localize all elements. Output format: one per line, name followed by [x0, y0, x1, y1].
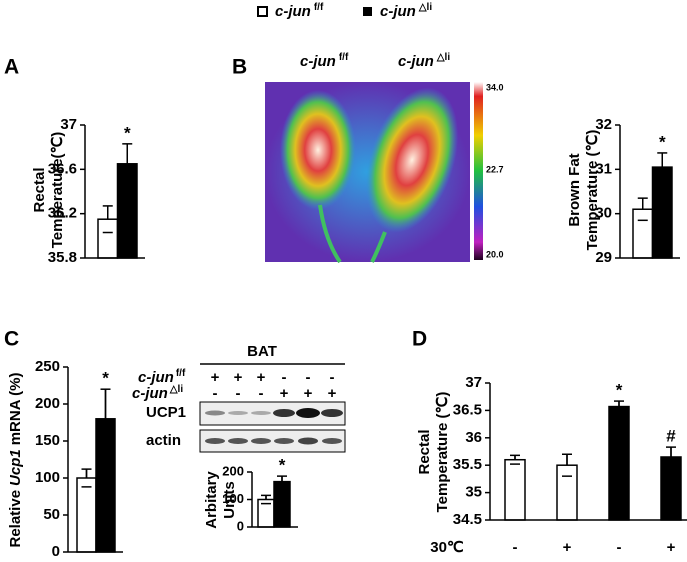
- blot-sign: +: [280, 385, 289, 402]
- y-tick-label: 35.8: [48, 249, 77, 266]
- thermal-image: [265, 82, 470, 264]
- y-tick-label: 29: [595, 249, 612, 266]
- legend-swatch: [257, 6, 268, 17]
- blot-sign: +: [211, 369, 220, 386]
- blot-row-label: c-jun △li: [132, 384, 183, 402]
- y-tick-label: 36.2: [48, 205, 77, 222]
- y-axis-label: Rectal: [416, 429, 433, 474]
- y-tick-label: 34.5: [453, 511, 482, 528]
- panel-label: B: [232, 56, 247, 79]
- legend-entry: c-jun △li: [380, 2, 432, 20]
- bar: [504, 458, 526, 521]
- blot-sign: -: [330, 369, 335, 386]
- blot-sign: -: [282, 369, 287, 386]
- y-tick-label: 36: [465, 429, 482, 446]
- y-tick-label: 150: [35, 432, 60, 449]
- color-scale-label: 22.7: [486, 164, 504, 174]
- bar: [97, 218, 119, 259]
- y-axis-label: RelativeUcp1mRNA (%): [7, 372, 24, 547]
- x-tick-label: -: [617, 539, 622, 556]
- bar: [651, 166, 673, 259]
- annotation: *: [279, 456, 286, 475]
- y-tick-label: 200: [222, 463, 244, 478]
- y-axis-label: Temperature (℃): [584, 130, 601, 251]
- x-tick-label: +: [667, 539, 676, 556]
- blot-sign: -: [306, 369, 311, 386]
- bar: [660, 456, 682, 521]
- y-tick-label: 0: [52, 543, 60, 560]
- bar: [116, 163, 138, 259]
- y-axis-label: Units: [221, 481, 238, 519]
- annotation: *: [124, 123, 131, 142]
- panel-label: A: [4, 56, 19, 79]
- annotation: *: [659, 132, 666, 151]
- blot-band-label: actin: [146, 432, 181, 449]
- blot-sign: -: [213, 385, 218, 402]
- bar: [76, 477, 97, 553]
- blot-band-label: UCP1: [146, 404, 186, 421]
- color-scale-label: 20.0: [486, 249, 504, 259]
- y-tick-label: 35.5: [453, 456, 482, 473]
- y-tick-label: 250: [35, 358, 60, 375]
- y-axis-label: Brown Fat: [566, 153, 583, 226]
- y-tick-label: 50: [43, 506, 60, 523]
- annotation: *: [102, 369, 109, 388]
- panel-label: D: [412, 328, 427, 351]
- y-tick-label: 100: [35, 469, 60, 486]
- blot-sign: +: [257, 369, 266, 386]
- bar: [632, 208, 654, 259]
- y-tick-label: 32: [595, 116, 612, 133]
- bar: [273, 480, 291, 528]
- blot-sign: +: [304, 385, 313, 402]
- blot-sign: -: [236, 385, 241, 402]
- color-bar: [474, 82, 483, 260]
- y-tick-label: 0: [237, 518, 244, 533]
- color-scale-label: 34.0: [486, 82, 504, 92]
- blot-sign: -: [259, 385, 264, 402]
- blot-row-label: c-jun f/f: [138, 368, 186, 386]
- bar: [95, 418, 116, 553]
- y-tick-label: 30: [595, 205, 612, 222]
- panel-label: C: [4, 328, 19, 351]
- x-tick-label: +: [563, 539, 572, 556]
- thermal-label: c-jun △li: [398, 52, 450, 70]
- y-axis-label: Temperature (℃): [434, 392, 451, 513]
- bar: [556, 464, 578, 521]
- y-axis-label: Temperature(℃): [49, 132, 66, 249]
- x-axis-label: 30℃: [430, 539, 464, 556]
- bar: [608, 405, 630, 521]
- y-tick-label: 100: [222, 491, 244, 506]
- y-axis-label: Arbitary: [203, 471, 220, 529]
- y-tick-label: 36.5: [453, 401, 482, 418]
- blot-title: BAT: [247, 343, 277, 360]
- legend-swatch: [363, 7, 372, 16]
- y-tick-label: 36.6: [48, 160, 77, 177]
- blot-image: [199, 401, 346, 453]
- legend-entry: c-jun f/f: [275, 2, 324, 20]
- y-tick-label: 200: [35, 395, 60, 412]
- y-tick-label: 37: [465, 374, 482, 391]
- y-tick-label: 37: [60, 116, 77, 133]
- thermal-label: c-jun f/f: [300, 52, 349, 70]
- annotation: *: [616, 381, 623, 400]
- blot-sign: +: [234, 369, 243, 386]
- y-axis-label: Rectal: [31, 167, 48, 212]
- y-tick-label: 35: [465, 484, 482, 501]
- annotation: #: [666, 427, 676, 446]
- y-tick-label: 31: [595, 160, 612, 177]
- x-tick-label: -: [513, 539, 518, 556]
- blot-sign: +: [328, 385, 337, 402]
